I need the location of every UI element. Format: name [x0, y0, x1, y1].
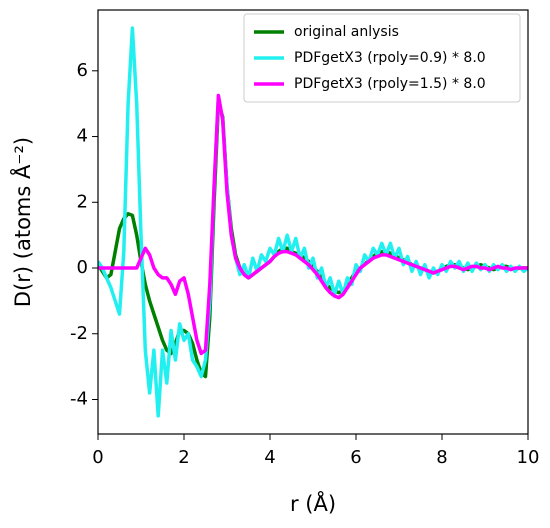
y-tick-label: -4 — [70, 388, 88, 409]
y-tick-label: 2 — [77, 191, 88, 212]
y-tick-label: 4 — [77, 126, 88, 147]
y-tick-label: -2 — [70, 323, 88, 344]
plot-frame — [97, 9, 529, 435]
legend-label: PDFgetX3 (rpoly=0.9) * 8.0 — [294, 50, 486, 66]
x-tick-label: 2 — [178, 447, 189, 468]
series-line — [98, 93, 528, 356]
x-tick-label: 10 — [517, 447, 540, 468]
legend-box — [243, 13, 521, 103]
x-axis-label: r (Å) — [290, 490, 336, 516]
y-axis-label: D(r) (atoms Å⁻²) — [9, 137, 35, 307]
legend-label: original anlysis — [294, 24, 399, 40]
x-tick-label: 4 — [264, 447, 275, 468]
legend-label: PDFgetX3 (rpoly=1.5) * 8.0 — [294, 76, 486, 92]
x-tick-label: 6 — [350, 447, 361, 468]
y-tick-label: 0 — [77, 257, 88, 278]
x-tick-label: 0 — [92, 447, 103, 468]
series-line — [98, 101, 528, 379]
x-tick-label: 8 — [436, 447, 447, 468]
y-tick-label: 6 — [77, 60, 88, 81]
